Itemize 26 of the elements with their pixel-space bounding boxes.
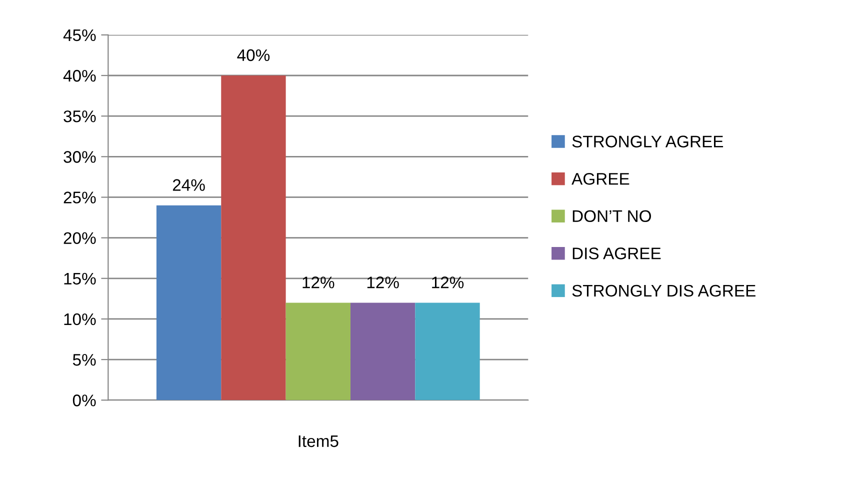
- x-tick-label: Item5: [298, 435, 338, 448]
- legend-label: STRONGLY DIS AGREE: [572, 284, 756, 297]
- legend-label: AGREE: [572, 172, 630, 185]
- data-label: 40%: [237, 49, 270, 62]
- bar: [221, 76, 286, 400]
- bar: [156, 205, 222, 400]
- data-label: 12%: [367, 276, 399, 288]
- bar: [415, 302, 480, 400]
- y-tick-label: 30%: [64, 151, 96, 163]
- y-tick-label: 10%: [64, 313, 96, 326]
- y-tick-label: 15%: [64, 272, 96, 285]
- data-label: 12%: [302, 276, 334, 288]
- data-label: 12%: [432, 276, 464, 288]
- legend-label: STRONGLY AGREE: [572, 136, 724, 148]
- y-tick-label: 45%: [63, 29, 96, 42]
- legend-label: DIS AGREE: [572, 248, 661, 260]
- data-label: 24%: [172, 179, 205, 191]
- legend-label: DON’T NO: [572, 210, 651, 222]
- y-tick-label: 0%: [72, 394, 96, 406]
- bar: [286, 302, 350, 400]
- y-tick-label: 25%: [64, 192, 96, 204]
- y-tick-label: 40%: [63, 70, 96, 82]
- y-tick-label: 35%: [64, 110, 96, 122]
- bar: [350, 302, 416, 400]
- y-tick-label: 5%: [72, 354, 96, 366]
- y-tick-label: 20%: [64, 232, 96, 244]
